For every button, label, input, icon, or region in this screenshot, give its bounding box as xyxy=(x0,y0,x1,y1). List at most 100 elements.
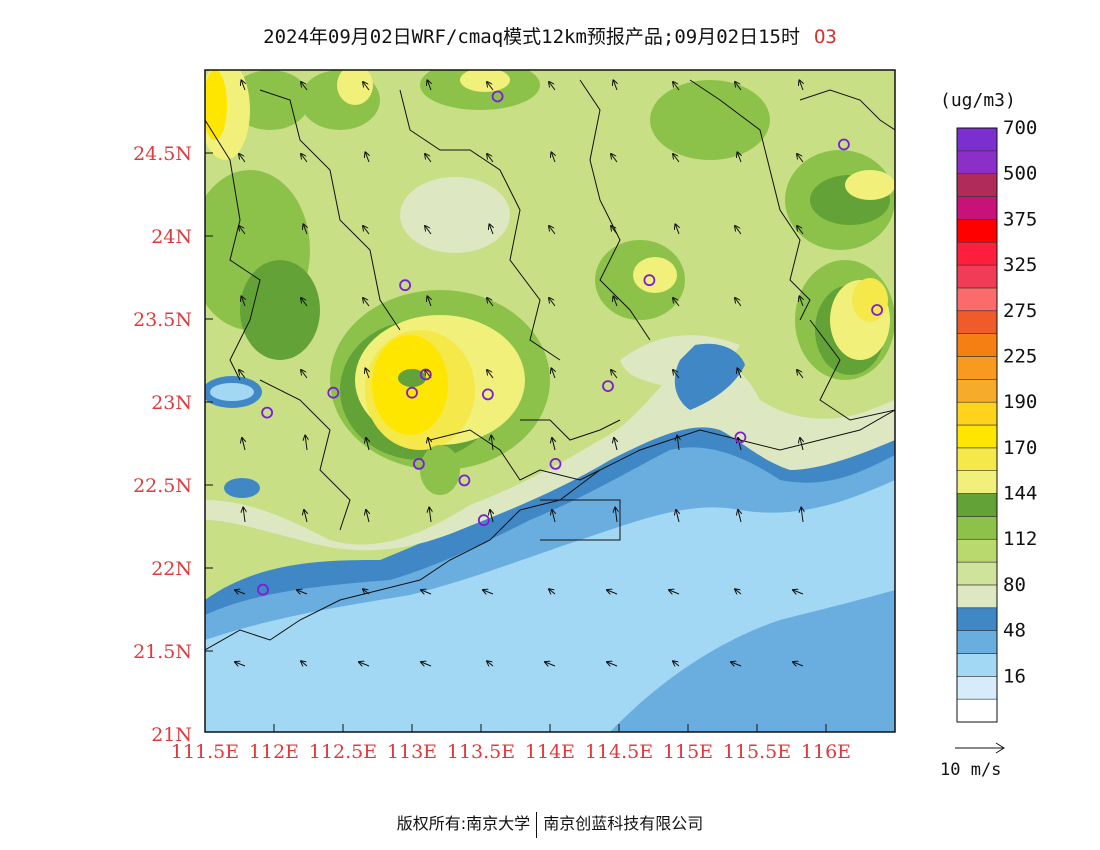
wind-arrow xyxy=(427,80,431,91)
lat-label: 24.5N xyxy=(133,143,192,165)
legend-swatch xyxy=(956,676,998,700)
station-marker xyxy=(602,380,614,393)
wind-arrow xyxy=(673,370,680,379)
wind-arrow xyxy=(483,590,494,594)
wind-arrow xyxy=(301,154,308,163)
legend-label: 144 xyxy=(1003,483,1037,505)
wind-arrow xyxy=(487,661,494,666)
wind-arrow xyxy=(735,589,742,594)
lat-label: 21.5N xyxy=(133,641,192,663)
wind-arrow xyxy=(239,154,246,163)
lon-label: 112E xyxy=(249,741,299,763)
lon-label: 114E xyxy=(525,741,575,763)
wind-arrow xyxy=(359,662,370,666)
wind-arrow xyxy=(613,80,617,91)
station-marker xyxy=(412,457,425,470)
wind-arrow xyxy=(427,296,431,307)
wind-arrow xyxy=(487,370,494,379)
wind-arrow xyxy=(737,368,741,379)
lon-label: 113.5E xyxy=(447,741,515,763)
legend-label: 112 xyxy=(1003,528,1037,550)
station-marker xyxy=(734,431,747,444)
legend-swatch xyxy=(956,127,998,152)
lon-label: 116E xyxy=(801,741,851,763)
wind-arrow xyxy=(241,80,245,91)
station-marker xyxy=(643,274,656,287)
wind-arrow xyxy=(301,370,308,379)
legend-swatch xyxy=(956,173,998,197)
wind-arrow xyxy=(552,510,555,523)
legend-swatch xyxy=(956,219,998,243)
station-marker xyxy=(458,474,471,487)
legend-label: 275 xyxy=(1003,300,1037,322)
legend-swatch xyxy=(956,264,998,289)
wind-arrow xyxy=(673,661,680,666)
lon-label: 115E xyxy=(663,741,713,763)
station-marker xyxy=(261,406,274,419)
wind-arrow xyxy=(421,590,432,594)
wind-arrow xyxy=(611,154,618,163)
color-legend: 16 48 80 112 144 170 190 225 275 325 375 500 700 xyxy=(956,117,1037,723)
legend-label: 190 xyxy=(1003,391,1037,413)
wind-arrow xyxy=(615,508,617,523)
wind-arrow xyxy=(425,154,432,163)
wind-arrow xyxy=(366,510,369,523)
map-title: 2024年09月02日WRF/cmaq模式12km预报产品;09月02日15时 O… xyxy=(0,22,1100,49)
lon-label: 112.5E xyxy=(309,741,377,763)
wind-vectors xyxy=(235,80,803,666)
wind-arrow xyxy=(614,438,617,451)
wind-arrow xyxy=(551,152,555,163)
lon-label: 111.5E xyxy=(171,741,239,763)
wind-arrow xyxy=(735,82,742,91)
wind-arrow xyxy=(428,438,431,451)
legend-label: 48 xyxy=(1003,620,1026,642)
wind-reference-arrow xyxy=(955,742,1005,754)
wind-arrow xyxy=(673,82,680,91)
wind-arrow xyxy=(425,226,432,235)
wind-arrow xyxy=(366,438,369,451)
wind-arrow xyxy=(239,370,246,379)
wind-arrow xyxy=(239,226,246,235)
wind-arrow xyxy=(607,662,618,666)
legend-units: (ug/m3) xyxy=(940,90,1016,111)
wind-arrow xyxy=(673,154,680,163)
legend-swatch xyxy=(956,630,998,654)
legend-swatch xyxy=(956,424,998,449)
station-marker xyxy=(549,457,562,470)
wind-arrow xyxy=(304,510,307,523)
wind-reference-label: 10 m/s xyxy=(940,760,1002,780)
wind-arrow xyxy=(363,298,370,307)
station-marker xyxy=(406,386,418,399)
wind-arrow xyxy=(552,438,555,451)
wind-arrow xyxy=(549,226,556,235)
legend-swatch xyxy=(956,241,998,266)
footer-divider xyxy=(536,811,538,838)
wind-arrow xyxy=(549,298,556,307)
lon-label: 114.5E xyxy=(585,741,653,763)
wind-arrow xyxy=(549,82,556,91)
wind-arrow xyxy=(669,590,680,594)
wind-arrow xyxy=(675,224,679,235)
legend-label: 375 xyxy=(1003,208,1037,230)
wind-arrow xyxy=(303,224,307,235)
wind-arrow xyxy=(797,370,804,379)
wind-arrow xyxy=(738,510,741,523)
legend-label: 700 xyxy=(1003,117,1037,139)
station-marker xyxy=(327,386,340,399)
wind-arrow xyxy=(793,662,804,666)
wind-arrow xyxy=(799,80,803,91)
wind-arrow xyxy=(799,296,803,307)
company-text: 南京创蓝科技有限公司 xyxy=(543,814,704,833)
title-species: O3 xyxy=(813,26,837,48)
legend-label: 325 xyxy=(1003,254,1037,276)
legend-swatch xyxy=(956,447,998,471)
station-marker xyxy=(419,368,432,381)
footer: 版权所有:南京大学 南京创蓝科技有限公司 xyxy=(0,810,1100,838)
wind-arrow xyxy=(676,510,679,523)
legend-label: 16 xyxy=(1003,665,1026,687)
wind-arrow xyxy=(677,436,679,451)
wind-arrow xyxy=(242,438,245,451)
wind-arrow xyxy=(489,224,493,235)
wind-arrow xyxy=(487,298,494,307)
